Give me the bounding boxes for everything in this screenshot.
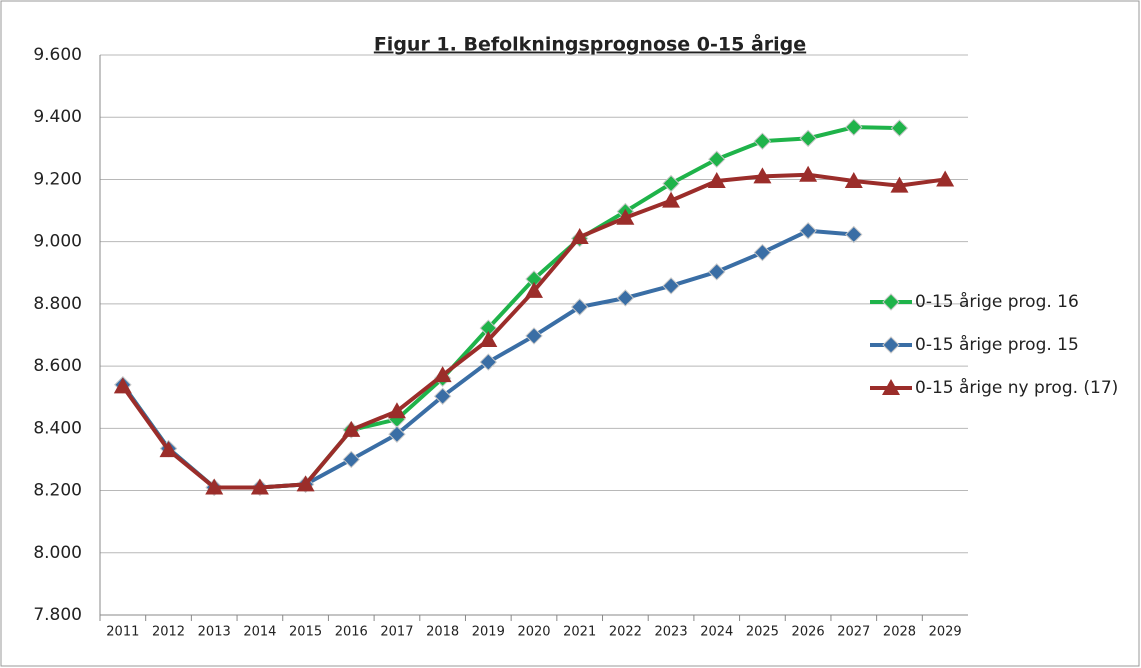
y-tick-label: 8.600 <box>33 356 82 376</box>
point <box>113 377 132 394</box>
point <box>845 225 863 244</box>
x-tick-label: 2026 <box>792 625 825 640</box>
point <box>799 222 817 240</box>
point <box>890 176 909 193</box>
point <box>662 191 681 208</box>
point <box>616 208 635 225</box>
x-tick-label: 2011 <box>106 625 139 640</box>
point <box>799 129 817 148</box>
y-tick-label: 9.600 <box>33 45 82 65</box>
point <box>250 478 269 495</box>
point <box>753 243 772 262</box>
legend-label: 0-15 årige ny prog. (17) <box>915 377 1118 398</box>
point <box>753 132 772 150</box>
point <box>616 289 635 307</box>
x-tick-label: 2019 <box>472 625 505 640</box>
point <box>845 118 863 136</box>
x-tick-label: 2022 <box>609 625 642 640</box>
point <box>707 172 726 188</box>
point <box>525 327 543 345</box>
point <box>296 475 315 492</box>
x-tick-label: 2013 <box>198 625 231 640</box>
x-tick-label: 2024 <box>700 625 733 640</box>
chart-title: Figur 1. Befolkningsprognose 0-15 årige <box>374 32 806 56</box>
point <box>159 441 178 458</box>
x-tick-label: 2016 <box>335 625 368 640</box>
point <box>205 478 224 495</box>
y-tick-label: 8.400 <box>33 418 82 438</box>
point <box>799 165 818 182</box>
point <box>479 330 498 347</box>
y-tick-label: 8.800 <box>33 294 82 314</box>
x-tick-label: 2020 <box>517 625 550 640</box>
y-tick-label: 9.200 <box>33 169 82 189</box>
point <box>890 119 909 137</box>
y-tick-label: 9.400 <box>33 107 82 127</box>
x-tick-label: 2014 <box>243 625 276 640</box>
x-tick-label: 2012 <box>152 625 185 640</box>
legend-label: 0-15 årige prog. 15 <box>915 334 1079 355</box>
x-tick-label: 2023 <box>655 625 688 640</box>
point <box>662 277 680 295</box>
x-tick-label: 2021 <box>563 625 596 640</box>
x-tick-label: 2018 <box>426 625 459 640</box>
point <box>708 150 726 168</box>
point <box>342 450 360 469</box>
point <box>525 281 543 298</box>
point <box>708 263 726 281</box>
point <box>433 387 452 405</box>
legend-marker <box>882 336 900 354</box>
x-tick-label: 2029 <box>929 625 962 640</box>
y-tick-label: 9.000 <box>33 232 82 252</box>
x-tick-label: 2025 <box>746 625 779 640</box>
y-tick-label: 8.200 <box>33 481 82 501</box>
point <box>936 170 955 187</box>
y-tick-label: 7.800 <box>33 605 82 625</box>
y-tick-label: 8.000 <box>33 543 82 563</box>
x-tick-label: 2017 <box>380 625 413 640</box>
point <box>387 402 406 419</box>
point <box>388 425 406 443</box>
x-tick-label: 2015 <box>289 625 322 640</box>
point <box>570 228 589 244</box>
legend-marker <box>882 379 900 395</box>
legend-label: 0-15 årige prog. 16 <box>915 291 1079 312</box>
point <box>342 420 361 437</box>
point <box>479 353 498 371</box>
point <box>662 174 680 193</box>
x-tick-label: 2027 <box>837 625 870 640</box>
legend-marker <box>882 293 900 311</box>
point <box>433 366 452 383</box>
point <box>844 172 863 188</box>
point <box>753 167 772 184</box>
x-tick-label: 2028 <box>883 625 916 640</box>
point <box>570 298 589 316</box>
